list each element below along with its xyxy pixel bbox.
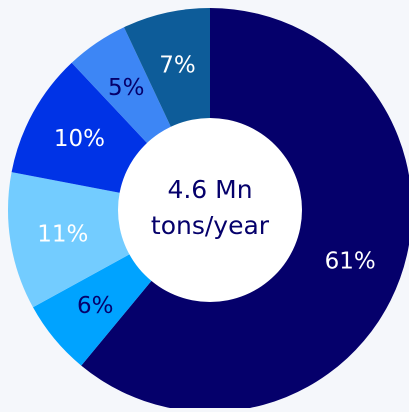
- slice-label-5pct: 5%: [108, 75, 145, 101]
- slice-label-6pct: 6%: [77, 293, 114, 319]
- center-text-line-2: tons/year: [151, 211, 270, 240]
- slice-label-61pct: 61%: [325, 248, 376, 274]
- slice-label-11pct: 11%: [37, 221, 88, 247]
- slice-label-7pct: 7%: [159, 53, 196, 79]
- slice-label-10pct: 10%: [54, 126, 105, 152]
- slice-labels-layer: 61% 6% 11% 10%5% 7%: [37, 53, 375, 319]
- center-text-line-1: 4.6 Mn: [167, 175, 252, 204]
- center-hole: [118, 118, 302, 302]
